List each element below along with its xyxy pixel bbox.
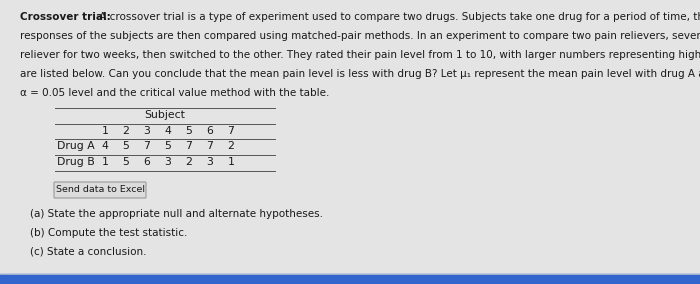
Text: 1: 1 [228, 157, 234, 167]
Text: are listed below. Can you conclude that the mean pain level is less with drug B?: are listed below. Can you conclude that … [20, 69, 700, 79]
Text: 7: 7 [144, 141, 150, 151]
Text: 5: 5 [186, 126, 192, 136]
Text: 2: 2 [122, 126, 130, 136]
Text: 2: 2 [228, 141, 234, 151]
Text: (a) State the appropriate null and alternate hypotheses.: (a) State the appropriate null and alter… [30, 209, 323, 219]
Text: Send data to Excel: Send data to Excel [55, 185, 144, 195]
Text: reliever for two weeks, then switched to the other. They rated their pain level : reliever for two weeks, then switched to… [20, 50, 700, 60]
Text: Drug B: Drug B [57, 157, 94, 167]
Text: A crossover trial is a type of experiment used to compare two drugs. Subjects ta: A crossover trial is a type of experimen… [96, 12, 700, 22]
Text: 7: 7 [206, 141, 214, 151]
Text: 6: 6 [206, 126, 214, 136]
Text: Drug A: Drug A [57, 141, 94, 151]
Text: (b) Compute the test statistic.: (b) Compute the test statistic. [30, 228, 188, 238]
Text: Subject: Subject [145, 110, 186, 120]
Text: 5: 5 [164, 141, 172, 151]
Text: 3: 3 [206, 157, 214, 167]
Text: 6: 6 [144, 157, 150, 167]
Text: 5: 5 [122, 157, 130, 167]
Text: (c) State a conclusion.: (c) State a conclusion. [30, 247, 146, 257]
Text: 3: 3 [164, 157, 172, 167]
Text: 4: 4 [164, 126, 172, 136]
FancyBboxPatch shape [54, 182, 146, 198]
Text: α = 0.05 level and the critical value method with the table.: α = 0.05 level and the critical value me… [20, 88, 330, 98]
Text: 7: 7 [228, 126, 234, 136]
Bar [0, 274, 700, 284]
Text: 1: 1 [102, 126, 108, 136]
Text: Crossover trial:: Crossover trial: [20, 12, 111, 22]
Text: responses of the subjects are then compared using matched-pair methods. In an ex: responses of the subjects are then compa… [20, 31, 700, 41]
Text: 5: 5 [122, 141, 130, 151]
Text: 4: 4 [102, 141, 108, 151]
Text: 2: 2 [186, 157, 192, 167]
Text: 3: 3 [144, 126, 150, 136]
Text: 7: 7 [186, 141, 192, 151]
Text: 1: 1 [102, 157, 108, 167]
